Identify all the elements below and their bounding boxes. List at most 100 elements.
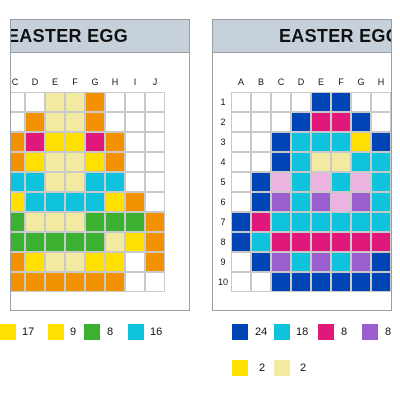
right-grid-cell	[271, 92, 291, 112]
left-grid-cell	[145, 172, 165, 192]
right-grid-cell	[331, 112, 351, 132]
right-row-label: 2	[220, 117, 226, 127]
right-legend-count: 24	[255, 326, 268, 338]
left-grid-cell	[45, 132, 65, 152]
right-grid-cell	[231, 192, 251, 212]
right-grid-cell	[251, 192, 271, 212]
right-grid-cell	[271, 252, 291, 272]
right-grid-cell	[311, 212, 331, 232]
right-grid-cell	[311, 152, 331, 172]
left-grid-cell	[105, 172, 125, 192]
left-column-label: F	[72, 77, 78, 87]
right-legend-count: 2	[300, 362, 307, 374]
right-grid-cell	[371, 212, 391, 232]
right-grid-cell	[351, 112, 371, 132]
right-grid-cell	[271, 152, 291, 172]
right-grid-cell	[291, 252, 311, 272]
right-grid-cell	[291, 172, 311, 192]
left-grid-cell	[125, 172, 145, 192]
left-grid-cell	[105, 152, 125, 172]
left-grid-cell	[85, 92, 105, 112]
right-puzzle-title: EASTER EGG	[213, 20, 391, 53]
right-row-label: 8	[220, 237, 226, 247]
left-grid-cell	[145, 112, 165, 132]
right-grid-cell	[371, 112, 391, 132]
right-grid-cell	[291, 152, 311, 172]
left-grid-cell	[45, 272, 65, 292]
left-grid-cell	[65, 212, 85, 232]
left-legend-swatch	[128, 324, 144, 340]
left-grid-cell	[45, 192, 65, 212]
left-column-label: E	[51, 77, 58, 87]
right-row-label: 1	[220, 97, 226, 107]
left-grid-cell	[105, 132, 125, 152]
left-grid-cell	[85, 132, 105, 152]
left-grid-cell	[85, 212, 105, 232]
right-legend-count: 2	[259, 362, 266, 374]
left-grid-cell	[85, 192, 105, 212]
right-grid-cell	[231, 272, 251, 292]
right-legend-swatch	[274, 360, 290, 376]
right-grid-cell	[311, 272, 331, 292]
right-legend-swatch	[232, 360, 248, 376]
left-grid-cell	[11, 252, 25, 272]
left-legend-swatch	[84, 324, 100, 340]
right-grid-cell	[371, 92, 391, 112]
right-row-label: 3	[220, 137, 226, 147]
right-row-label: 4	[220, 157, 226, 167]
left-column-label: G	[91, 77, 99, 87]
right-grid-cell	[291, 212, 311, 232]
right-row-label: 9	[220, 257, 226, 267]
left-grid-cell	[65, 172, 85, 192]
left-grid-cell	[11, 272, 25, 292]
left-grid-cell	[45, 112, 65, 132]
left-grid-cell	[11, 132, 25, 152]
left-grid-cell	[145, 152, 165, 172]
right-grid-cell	[331, 212, 351, 232]
right-legend-swatch	[318, 324, 334, 340]
left-grid-cell	[105, 192, 125, 212]
right-grid-cell	[351, 192, 371, 212]
left-grid-cell	[85, 252, 105, 272]
right-grid-cell	[371, 192, 391, 212]
right-column-label: F	[338, 77, 344, 87]
right-grid-cell	[331, 132, 351, 152]
right-grid-cell	[331, 272, 351, 292]
right-grid-cell	[291, 112, 311, 132]
left-grid-cell	[65, 132, 85, 152]
right-grid-cell	[291, 232, 311, 252]
right-puzzle-panel: EASTER EGG A B C D E F G H 1 2 3 4 5 6 7 8 9 10	[212, 19, 392, 311]
left-grid-cell	[145, 232, 165, 252]
right-grid-cell	[291, 132, 311, 152]
left-grid-cell	[85, 272, 105, 292]
left-grid-cell	[25, 132, 45, 152]
right-grid-cell	[351, 232, 371, 252]
left-grid-cell	[85, 152, 105, 172]
right-grid-cell	[291, 192, 311, 212]
right-grid-cell	[251, 272, 271, 292]
left-legend-count: 9	[70, 326, 77, 338]
left-legend-swatch	[48, 324, 64, 340]
left-grid-cell	[25, 252, 45, 272]
left-grid-cell	[25, 92, 45, 112]
left-grid-cell	[45, 232, 65, 252]
right-grid-cell	[251, 132, 271, 152]
left-grid-cell	[145, 92, 165, 112]
right-grid-cell	[231, 152, 251, 172]
left-grid-cell	[25, 272, 45, 292]
left-grid-cell	[65, 192, 85, 212]
right-column-label: B	[257, 77, 264, 87]
left-grid-cell	[85, 232, 105, 252]
left-legend-swatch	[0, 324, 16, 340]
right-grid-cell	[371, 272, 391, 292]
left-grid-cell	[85, 112, 105, 132]
right-grid-cell	[271, 192, 291, 212]
right-grid-cell	[331, 172, 351, 192]
right-grid-cell	[271, 272, 291, 292]
right-grid-cell	[311, 232, 331, 252]
left-grid-cell	[125, 192, 145, 212]
left-grid-cell	[125, 92, 145, 112]
left-grid-cell	[11, 112, 25, 132]
left-grid-cell	[11, 152, 25, 172]
left-grid-cell	[25, 172, 45, 192]
